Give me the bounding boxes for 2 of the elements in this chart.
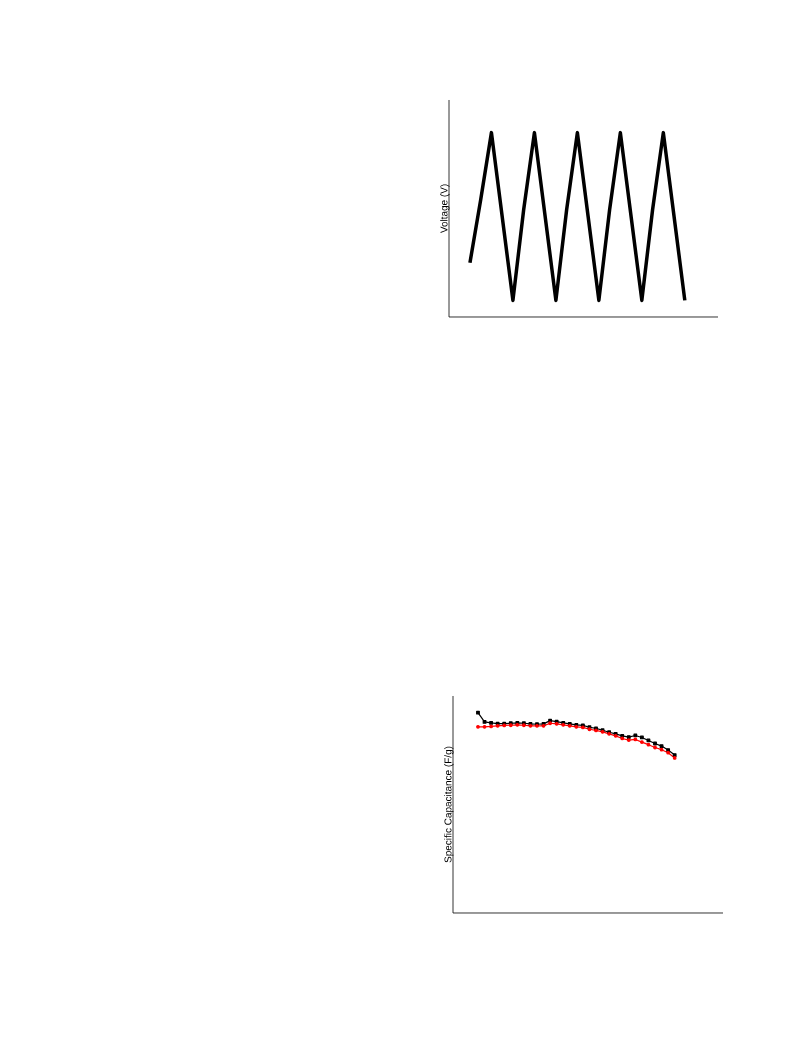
- y-axis-title: Specific Capacitance (F/g): [444, 746, 454, 863]
- y-axis-title: Voltage (V): [440, 184, 450, 234]
